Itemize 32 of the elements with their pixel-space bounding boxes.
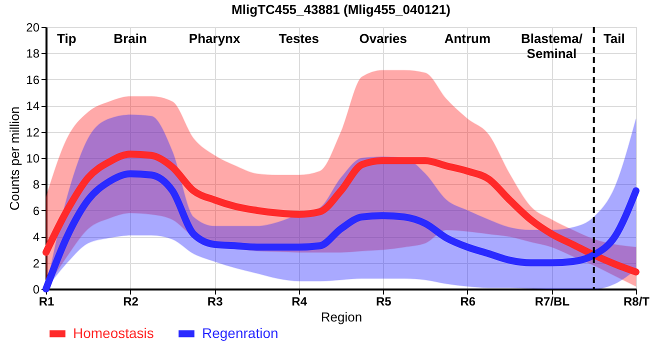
y-tick-label: 10 bbox=[26, 152, 40, 166]
annotation: Blastema/ Seminal bbox=[521, 31, 583, 61]
y-tick-label: 20 bbox=[26, 20, 40, 34]
x-tick-label: R8/T bbox=[623, 294, 650, 308]
annotation: Pharynx bbox=[188, 31, 241, 46]
x-tick-label: R3 bbox=[207, 294, 224, 308]
x-axis-title: Region bbox=[320, 310, 362, 324]
y-tick-label: 0 bbox=[32, 282, 40, 296]
y-tick-label: 16 bbox=[26, 72, 40, 87]
annotation: Tail bbox=[603, 31, 625, 46]
y-tick-label: 14 bbox=[26, 99, 40, 114]
x-tick-label: R7/BL bbox=[534, 294, 570, 308]
x-tick-label: R6 bbox=[460, 294, 476, 308]
annotation: Tip bbox=[57, 31, 76, 46]
x-tick-label: R5 bbox=[376, 294, 392, 308]
annotation: Testes bbox=[278, 31, 319, 46]
legend-label: Regenration bbox=[202, 324, 278, 341]
annotation: Ovaries bbox=[359, 31, 407, 46]
y-tick-label: 12 bbox=[26, 125, 40, 140]
chart-title: MligTC455_43881 (Mlig455_040121) bbox=[232, 2, 450, 17]
y-tick-label: 8 bbox=[32, 178, 40, 192]
y-tick-label: 2 bbox=[32, 256, 40, 270]
x-tick-label: R2 bbox=[123, 294, 139, 308]
x-tick-label: R4 bbox=[292, 294, 308, 308]
legend-label: Homeostasis bbox=[73, 324, 154, 341]
y-tick-label: 6 bbox=[32, 204, 40, 218]
y-tick-label: 4 bbox=[32, 230, 40, 244]
annotation: Brain bbox=[114, 31, 147, 46]
annotation: Antrum bbox=[444, 31, 491, 46]
y-axis-title: Counts per million bbox=[7, 106, 22, 211]
y-tick-label: 18 bbox=[26, 46, 40, 61]
x-tick-label: R1 bbox=[38, 294, 54, 308]
